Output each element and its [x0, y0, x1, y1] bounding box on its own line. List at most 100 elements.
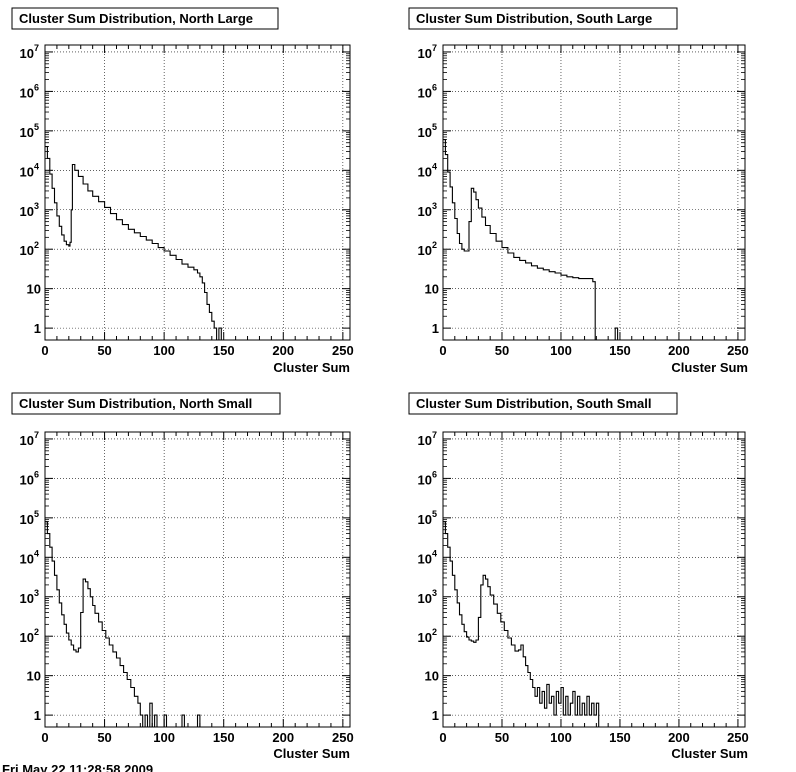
- y-tick-label: 10: [20, 472, 34, 487]
- y-tick-label: 10: [418, 433, 432, 448]
- y-tick-label: 10: [418, 591, 432, 606]
- chart-title: Cluster Sum Distribution, South Large: [416, 11, 652, 26]
- x-axis-label: Cluster Sum: [273, 746, 350, 761]
- x-tick-label: 100: [153, 730, 175, 745]
- y-tick-exponent: 3: [34, 588, 39, 598]
- y-tick-label: 10: [20, 433, 34, 448]
- x-tick-label: 250: [332, 343, 354, 358]
- chart-title: Cluster Sum Distribution, North Small: [19, 396, 252, 411]
- histogram-series-line: [45, 521, 201, 728]
- y-tick-label: 10: [418, 243, 432, 258]
- y-tick-label: 1: [34, 321, 41, 336]
- y-tick-label: 1: [432, 321, 439, 336]
- y-tick-label: 10: [27, 669, 41, 684]
- y-tick-exponent: 5: [432, 509, 437, 519]
- y-tick-label: 10: [418, 125, 432, 140]
- title-box: [408, 7, 678, 30]
- y-tick-exponent: 7: [34, 430, 39, 440]
- x-tick-label: 200: [272, 343, 294, 358]
- x-tick-label: 100: [153, 343, 175, 358]
- plot-frame: [44, 431, 351, 728]
- x-tick-label: 0: [439, 730, 446, 745]
- y-tick-exponent: 6: [34, 82, 39, 92]
- x-tick-label: 250: [727, 343, 749, 358]
- chart-title: Cluster Sum Distribution, North Large: [19, 11, 253, 26]
- x-tick-label: 200: [668, 343, 690, 358]
- y-tick-exponent: 4: [34, 548, 39, 558]
- x-tick-label: 50: [97, 343, 111, 358]
- y-tick-exponent: 6: [432, 469, 437, 479]
- x-tick-label: 150: [213, 730, 235, 745]
- y-tick-label: 10: [418, 85, 432, 100]
- histogram-series-line: [45, 146, 222, 341]
- x-tick-label: 0: [439, 343, 446, 358]
- y-tick-label: 10: [20, 630, 34, 645]
- y-tick-label: 10: [418, 46, 432, 61]
- x-tick-label: 150: [213, 343, 235, 358]
- y-tick-label: 1: [432, 708, 439, 723]
- y-tick-exponent: 2: [34, 240, 39, 250]
- y-tick-label: 10: [418, 204, 432, 219]
- plot-frame: [44, 44, 351, 341]
- y-tick-label: 10: [425, 282, 439, 297]
- y-tick-exponent: 3: [34, 201, 39, 211]
- footer-timestamp: Fri May 22 11:28:58 2009: [2, 762, 153, 772]
- y-tick-label: 10: [20, 591, 34, 606]
- title-box: [11, 392, 281, 415]
- y-tick-exponent: 5: [34, 509, 39, 519]
- x-tick-label: 0: [41, 730, 48, 745]
- y-tick-label: 10: [425, 669, 439, 684]
- y-tick-label: 10: [20, 85, 34, 100]
- y-tick-exponent: 3: [432, 588, 437, 598]
- y-tick-label: 10: [418, 164, 432, 179]
- y-tick-label: 10: [27, 282, 41, 297]
- y-tick-exponent: 7: [432, 43, 437, 53]
- chart-panel-3: Cluster Sum Distribution, North Small 0 50…: [11, 392, 354, 761]
- y-tick-exponent: 3: [432, 201, 437, 211]
- x-tick-label: 50: [495, 730, 509, 745]
- title-box: [11, 7, 279, 30]
- x-tick-label: 100: [550, 730, 572, 745]
- x-axis-label: Cluster Sum: [671, 360, 748, 375]
- x-axis-label: Cluster Sum: [273, 360, 350, 375]
- x-tick-label: 100: [550, 343, 572, 358]
- x-tick-label: 200: [668, 730, 690, 745]
- y-tick-label: 10: [418, 630, 432, 645]
- chart-panel-1: Cluster Sum Distribution, North Large 0 50…: [11, 7, 354, 375]
- plot-frame: [442, 431, 746, 728]
- y-tick-label: 10: [20, 204, 34, 219]
- histogram-series-line: [443, 139, 619, 341]
- y-tick-exponent: 2: [432, 627, 437, 637]
- chart-panel-4: Cluster Sum Distribution, South Small 0 50…: [408, 392, 749, 761]
- x-tick-label: 50: [495, 343, 509, 358]
- y-tick-exponent: 7: [432, 430, 437, 440]
- x-tick-label: 250: [727, 730, 749, 745]
- chart-panel-2: Cluster Sum Distribution, South Large 0 50…: [408, 7, 749, 375]
- y-tick-exponent: 7: [34, 43, 39, 53]
- y-tick-exponent: 4: [432, 548, 437, 558]
- y-tick-exponent: 5: [34, 122, 39, 132]
- y-tick-label: 10: [418, 512, 432, 527]
- y-tick-label: 10: [20, 551, 34, 566]
- y-tick-exponent: 6: [432, 82, 437, 92]
- y-tick-exponent: 6: [34, 469, 39, 479]
- y-tick-label: 1: [34, 708, 41, 723]
- y-tick-exponent: 4: [432, 161, 437, 171]
- y-tick-exponent: 2: [432, 240, 437, 250]
- y-tick-exponent: 4: [34, 161, 39, 171]
- y-tick-label: 10: [418, 551, 432, 566]
- title-box: [408, 392, 678, 415]
- x-tick-label: 200: [272, 730, 294, 745]
- histogram-series-line: [443, 521, 600, 727]
- x-tick-label: 150: [609, 343, 631, 358]
- y-tick-label: 10: [20, 164, 34, 179]
- y-tick-label: 10: [20, 512, 34, 527]
- y-tick-exponent: 2: [34, 627, 39, 637]
- x-tick-label: 150: [609, 730, 631, 745]
- x-axis-label: Cluster Sum: [671, 746, 748, 761]
- y-tick-label: 10: [20, 125, 34, 140]
- chart-title: Cluster Sum Distribution, South Small: [416, 396, 651, 411]
- y-tick-exponent: 5: [432, 122, 437, 132]
- x-tick-label: 250: [332, 730, 354, 745]
